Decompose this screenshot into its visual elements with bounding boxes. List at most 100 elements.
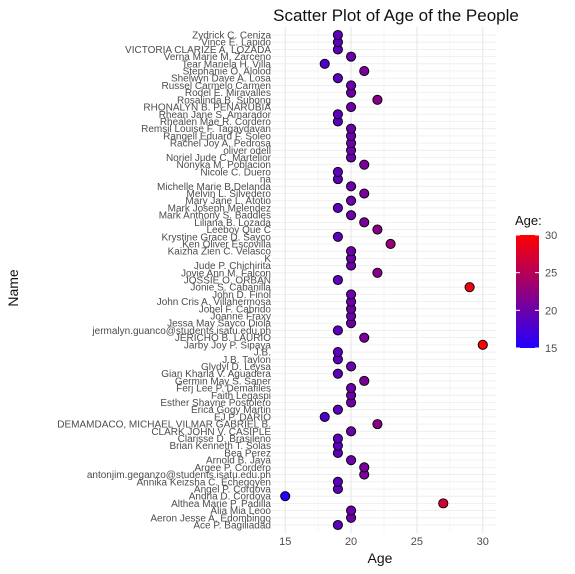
- y-tick-label: VICTORIA CLARIZE A. LOZADA: [125, 45, 271, 56]
- y-tick-label: Arnold B. Jaya: [206, 456, 271, 467]
- y-tick-label: Andria D. Cordova: [189, 492, 272, 503]
- y-tick-label: Tear Mariela H. Villa: [182, 59, 272, 70]
- y-tick-label: Zydrick C. Ceniza: [192, 31, 271, 42]
- y-tick-label: Rangell Eduard F. Soleo: [163, 131, 271, 142]
- legend-tick-label: 30: [545, 230, 557, 242]
- y-tick-label: Verna Marie M. Zarceno: [164, 52, 272, 63]
- y-tick-label: Angel P. Cordova: [194, 484, 272, 495]
- y-tick-label: Faith Legaspi: [211, 391, 271, 402]
- y-tick-label: Rachel Joy A. Pedrosa: [170, 139, 272, 150]
- y-tick-label: RHONALYN B. PENARUBIA: [143, 103, 271, 114]
- chart-title: Scatter Plot of Age of the People: [273, 6, 519, 25]
- y-tick-label: Aeron Jesse A. Edombingo: [150, 513, 271, 524]
- y-tick-label: Jude P. Chichirita: [194, 261, 272, 272]
- data-point: [372, 224, 383, 235]
- y-tick-label: Shelwyn Dave A. Losa: [171, 74, 271, 85]
- legend-tick-label: 15: [545, 343, 557, 355]
- data-point: [359, 375, 370, 386]
- y-tick-label: DEMAMDACO, MICHAEL VILMAR GABRIEL B.: [57, 420, 271, 431]
- y-tick-label: Esther Shayne Postolero: [160, 398, 271, 409]
- y-tick-label: antonjim.geganzo@students.isatu.edu.ph: [87, 470, 271, 481]
- y-tick-label: Germin May S. Saner: [175, 376, 272, 387]
- data-point: [332, 109, 343, 120]
- data-point: [359, 65, 370, 77]
- data-point: [346, 455, 357, 466]
- y-tick-label: Glydyl D. Leysa: [201, 362, 271, 373]
- y-tick-label: Ferj Lee P. Demafiles: [176, 384, 271, 395]
- data-point: [359, 332, 370, 343]
- legend-tick-label: 25: [545, 268, 557, 280]
- data-point: [332, 231, 343, 242]
- y-tick-label: Vince E. Lapido: [201, 38, 271, 49]
- y-tick-label: Annika Keizsha C. Echegoyen: [136, 477, 271, 488]
- data-point: [359, 462, 370, 473]
- y-tick-label: Stephanie O. Alolod: [183, 67, 271, 78]
- data-point: [332, 202, 343, 213]
- data-point: [346, 80, 357, 91]
- y-tick-label: Liliana B. Lozada: [194, 218, 271, 229]
- y-tick-label: CLARK JOHN V. CASIPLE: [151, 427, 271, 438]
- y-tick-label: Leeboy Que C: [207, 225, 272, 236]
- y-tick-label: Noriel Jude C. Martelior: [166, 153, 272, 164]
- data-point: [346, 181, 357, 192]
- data-point: [346, 123, 357, 134]
- y-tick-label: EJ P. DARIO: [214, 412, 271, 423]
- y-tick-label: Ace P. Bagiliadad: [193, 521, 271, 532]
- data-point: [477, 339, 488, 350]
- y-tick-label: Mark Joseph Melendez: [168, 203, 271, 214]
- data-point: [359, 159, 370, 170]
- legend-tick-labels: 15 20 25 30: [516, 230, 557, 355]
- y-tick-label: Rodel E. Miravalles: [185, 88, 271, 99]
- data-point: [372, 267, 383, 278]
- y-tick-label: Michelle Marie B.Delanda: [157, 182, 271, 193]
- y-tick-label: Joanne Fraxy: [210, 312, 271, 323]
- x-tick-label: 15: [279, 536, 291, 548]
- data-point: [372, 94, 383, 105]
- legend-colorbar: [516, 235, 539, 348]
- y-tick-label: Jarby Joy P. Sipaya: [184, 340, 272, 351]
- y-tick-label: Nicole C. Duero: [200, 167, 271, 178]
- data-point: [332, 29, 343, 41]
- data-point: [332, 476, 343, 487]
- y-tick-label: Jovie Ann M. Falcon: [181, 268, 271, 279]
- x-tick-label: 25: [411, 536, 423, 548]
- data-point: [438, 498, 449, 509]
- data-point: [332, 404, 343, 415]
- y-tick-label: Jonie S. Cabanilla: [190, 283, 271, 294]
- x-axis-tick-labels: 15 20 25 30: [279, 536, 489, 548]
- data-point: [346, 383, 357, 394]
- data-point: [332, 433, 343, 444]
- y-tick-label: JERICHO B. LAURIO: [175, 333, 271, 344]
- data-point: [346, 361, 357, 372]
- y-tick-label: Gian Kharla V. Aguadera: [161, 369, 271, 380]
- data-point: [359, 188, 370, 199]
- plot-grid: [272, 27, 496, 533]
- x-tick-label: 30: [477, 536, 489, 548]
- y-tick-label: Erica Gogy Martin: [191, 405, 271, 416]
- y-tick-label: Mark Anthony S. Baddles: [159, 211, 271, 222]
- y-tick-label: J.B.: [254, 348, 271, 359]
- y-tick-label: Nonyka M. Poblacion: [177, 160, 272, 171]
- data-point: [359, 217, 370, 228]
- y-tick-label: JOSSIE O. ORBAN: [184, 276, 271, 287]
- data-point: [346, 195, 357, 206]
- data-point: [332, 166, 343, 177]
- x-tick-label: 20: [345, 536, 357, 548]
- color-legend: Age: 15 20 25 30: [515, 213, 557, 355]
- data-point: [346, 246, 357, 257]
- y-tick-label: Clarisse D. Brasileno: [178, 434, 272, 445]
- data-point: [319, 411, 330, 422]
- y-tick-label: Kaizha Zien C. Velasco: [168, 247, 272, 258]
- y-tick-label: oliver odell: [223, 146, 271, 157]
- y-tick-label: Krystine Grace D. Sayco: [162, 232, 272, 243]
- data-point: [346, 210, 357, 221]
- data-point: [280, 491, 291, 502]
- data-point: [346, 51, 357, 62]
- data-point: [332, 519, 343, 531]
- y-tick-label: John Cris A. Villahermosa: [157, 297, 272, 308]
- data-point: [464, 282, 475, 293]
- data-point: [385, 238, 396, 250]
- y-tick-label: Melvin L. Silvedero: [187, 189, 272, 200]
- y-tick-label: Rosalinda B. Subong: [177, 95, 271, 106]
- y-tick-label: Jobel F. Cabrido: [199, 304, 272, 315]
